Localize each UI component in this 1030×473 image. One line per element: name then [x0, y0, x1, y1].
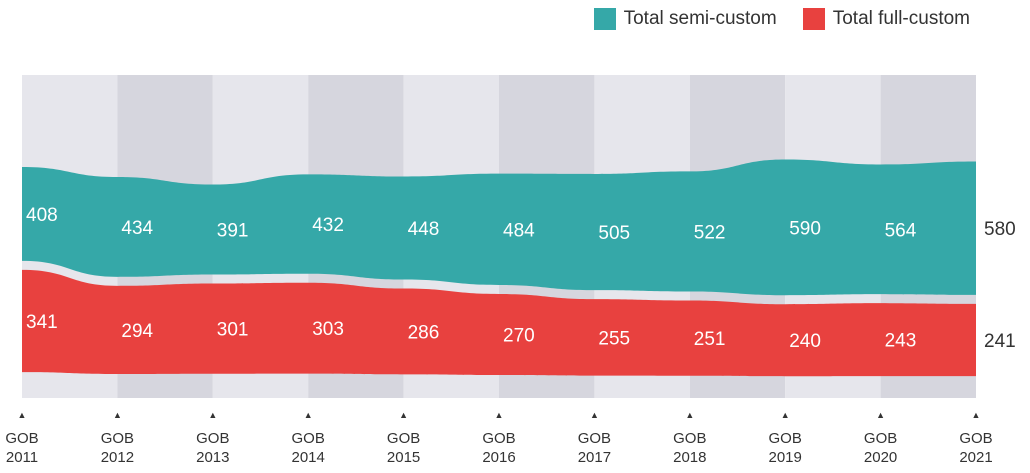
data-label-semi-custom: 580 [984, 219, 1016, 240]
tick-label: GOB [101, 430, 134, 447]
data-label-full-custom: 301 [217, 320, 249, 341]
tick-arrow: ▲ [781, 410, 790, 420]
tick-label: GOB [769, 430, 802, 447]
data-label-semi-custom: 434 [121, 218, 153, 239]
tick-label-year: 2016 [482, 449, 515, 466]
x-tick: ▲ GOB 2016 [482, 410, 515, 466]
tick-arrow: ▲ [113, 410, 122, 420]
tick-label-year: 2014 [292, 449, 325, 466]
tick-label: GOB [959, 430, 992, 447]
x-tick: ▲ GOB 2014 [292, 410, 325, 466]
legend-swatch-semi-custom [593, 8, 616, 30]
x-tick: ▲ GOB 2011 [5, 410, 38, 466]
series-areas [22, 159, 976, 377]
series-area-full-custom [22, 269, 976, 377]
x-tick: ▲ GOB 2019 [769, 410, 802, 466]
data-label-full-custom: 240 [789, 331, 821, 352]
legend-label-full-custom: Total full-custom [832, 8, 970, 29]
tick-label: GOB [5, 430, 38, 447]
data-label-semi-custom: 590 [789, 218, 821, 239]
tick-label: GOB [482, 430, 515, 447]
data-label-semi-custom: 505 [598, 223, 630, 244]
x-tick: ▲ GOB 2018 [673, 410, 706, 466]
legend-label-semi-custom: Total semi-custom [623, 8, 777, 29]
legend-swatch-full-custom [802, 8, 825, 30]
tick-label-year: 2018 [673, 449, 706, 466]
data-labels: 408 341 434 294 391 301 432 303 448 286 484 270 505 2… [26, 205, 1016, 352]
tick-label-year: 2012 [101, 449, 134, 466]
tick-label: GOB [196, 430, 229, 447]
legend-item-semi-custom: Total semi-custom [593, 8, 777, 30]
x-tick: ▲ GOB 2021 [959, 410, 992, 466]
tick-arrow: ▲ [876, 410, 885, 420]
data-label-semi-custom: 391 [217, 220, 249, 241]
x-tick: ▲ GOB 2015 [387, 410, 420, 466]
data-label-full-custom: 341 [26, 312, 58, 333]
tick-label: GOB [578, 430, 611, 447]
x-tick: ▲ GOB 2013 [196, 410, 229, 466]
tick-arrow: ▲ [972, 410, 981, 420]
data-label-semi-custom: 564 [885, 220, 917, 241]
data-label-semi-custom: 432 [312, 215, 344, 236]
tick-arrow: ▲ [208, 410, 217, 420]
tick-arrow: ▲ [304, 410, 313, 420]
tick-arrow: ▲ [495, 410, 504, 420]
tick-label-year: 2013 [196, 449, 229, 466]
tick-label-year: 2011 [6, 449, 38, 466]
tick-label: GOB [673, 430, 706, 447]
tick-arrow: ▲ [685, 410, 694, 420]
tick-label: GOB [387, 430, 420, 447]
data-label-semi-custom: 408 [26, 205, 58, 226]
data-label-full-custom: 255 [598, 328, 630, 349]
x-tick: ▲ GOB 2012 [101, 410, 134, 466]
data-label-full-custom: 251 [694, 329, 726, 350]
data-label-semi-custom: 522 [694, 222, 726, 243]
tick-label-year: 2017 [578, 449, 611, 466]
data-label-full-custom: 286 [408, 322, 440, 343]
tick-label-year: 2019 [769, 449, 802, 466]
data-label-full-custom: 270 [503, 326, 535, 347]
tick-label-year: 2020 [864, 449, 897, 466]
data-label-semi-custom: 448 [408, 219, 440, 240]
tick-label: GOB [292, 430, 325, 447]
series-area-semi-custom [22, 159, 976, 296]
x-tick: ▲ GOB 2017 [578, 410, 611, 466]
tick-arrow: ▲ [18, 410, 27, 420]
x-axis: ▲ GOB 2011 ▲ GOB 2012 ▲ GOB 2013 ▲ GOB 2014 ▲ GOB 2015… [5, 410, 992, 466]
tick-arrow: ▲ [590, 410, 599, 420]
data-label-semi-custom: 484 [503, 220, 535, 241]
tick-label-year: 2015 [387, 449, 420, 466]
tick-label: GOB [864, 430, 897, 447]
tick-label-year: 2021 [959, 449, 992, 466]
legend-item-full-custom: Total full-custom [802, 8, 970, 30]
data-label-full-custom: 241 [984, 331, 1016, 352]
data-label-full-custom: 303 [312, 319, 344, 340]
chart-legend: Total semi-custom Total full-custom [593, 8, 970, 30]
x-tick: ▲ GOB 2020 [864, 410, 897, 466]
data-label-full-custom: 243 [885, 331, 917, 352]
data-label-full-custom: 294 [121, 321, 153, 342]
tick-arrow: ▲ [399, 410, 408, 420]
